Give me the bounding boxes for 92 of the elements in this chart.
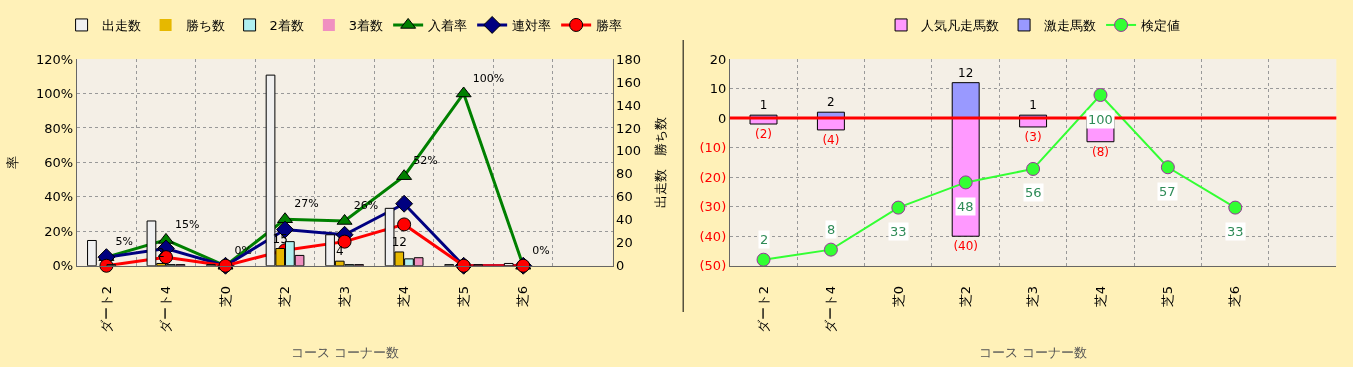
data-label: 15% — [175, 218, 200, 232]
y-tick-label: (20) — [699, 169, 727, 185]
legend-label: 検定値 — [1141, 18, 1181, 34]
data-label: (3) — [1024, 129, 1042, 144]
data-label: 56 — [1025, 185, 1042, 200]
point — [1228, 200, 1243, 215]
data-label: 100% — [472, 71, 505, 85]
point — [455, 86, 472, 98]
x-tick-label: 芝4 — [396, 285, 412, 308]
point — [756, 252, 771, 267]
x-tick-label: 芝3 — [1025, 285, 1041, 308]
x-tick-label: ダート4 — [823, 285, 839, 334]
y-tick-label: (40) — [699, 228, 727, 244]
x-tick-label: 芝2 — [277, 285, 293, 308]
legend-label: 3着数 — [348, 18, 384, 34]
y2-axis-title: 出走数 勝ち数 — [652, 116, 668, 208]
data-label: (8) — [1091, 144, 1109, 159]
y-tick-label: 0% — [52, 258, 74, 274]
x-tick-label: 芝3 — [336, 285, 352, 308]
legend-label: 人気凡走馬数 — [921, 18, 1000, 34]
data-label: 4 — [335, 244, 344, 259]
y-tick-label: 0 — [717, 110, 727, 126]
y2-tick-label: 0 — [616, 258, 625, 274]
x-tick-label: 芝6 — [515, 285, 531, 308]
x-tick-label: 芝0 — [217, 285, 233, 308]
data-label: 2 — [157, 246, 165, 261]
data-label: 0% — [532, 243, 550, 257]
x-tick-label: 芝0 — [890, 285, 906, 308]
y-tick-label: (50) — [699, 258, 727, 274]
point — [397, 217, 412, 232]
y-axis-title: 率 — [4, 155, 20, 169]
point — [1160, 160, 1175, 175]
y-tick-label: 40% — [44, 189, 74, 205]
y2-tick-label: 40 — [616, 212, 633, 228]
data-label: 48 — [957, 199, 974, 214]
data-label: (40) — [953, 239, 979, 254]
legend-label: 勝ち数 — [185, 18, 225, 34]
x-tick-label: 芝5 — [455, 285, 471, 308]
x-tick-label: 芝5 — [1160, 285, 1176, 308]
y2-tick-label: 20 — [616, 235, 633, 251]
data-label: (4) — [822, 132, 840, 147]
data-label: 12 — [958, 65, 974, 80]
y2-tick-label: 180 — [616, 51, 641, 67]
data-label: 8 — [827, 222, 836, 237]
legend-label: 激走馬数 — [1044, 18, 1097, 34]
legend-label: 入着率 — [428, 18, 468, 34]
legend-label: 連対率 — [512, 18, 552, 34]
data-label: 5% — [115, 235, 133, 249]
x-tick-label: 芝6 — [1227, 285, 1243, 308]
point — [823, 242, 838, 257]
y-tick-label: 20 — [709, 51, 727, 67]
y2-tick-label: 160 — [616, 74, 641, 90]
data-label: 33 — [890, 224, 907, 239]
point — [1093, 88, 1108, 102]
bar — [951, 82, 980, 119]
y2-tick-label: 60 — [616, 189, 633, 205]
data-label: 1 — [1029, 98, 1037, 113]
y-tick-label: 80% — [44, 120, 74, 136]
y-tick-label: 120% — [35, 51, 74, 67]
x-tick-label: 芝4 — [1092, 285, 1108, 308]
point — [958, 175, 973, 190]
y-tick-label: 20% — [44, 223, 74, 239]
x-axis-title: コース コーナー数 — [290, 344, 399, 360]
y-tick-label: (30) — [699, 199, 727, 215]
legend-label: 2着数 — [269, 18, 304, 34]
legend-label: 勝率 — [596, 18, 623, 34]
y2-tick-label: 140 — [616, 97, 641, 113]
x-axis-title: コース コーナー数 — [979, 344, 1088, 360]
y-tick-label: 100% — [35, 86, 74, 102]
y2-tick-label: 120 — [616, 120, 641, 136]
y-tick-label: 10 — [709, 81, 727, 97]
x-tick-label: ダート4 — [158, 285, 174, 334]
y2-tick-label: 100 — [616, 143, 641, 159]
x-tick-label: ダート2 — [755, 285, 771, 334]
y-tick-label: (10) — [699, 140, 727, 156]
data-label: 100 — [1088, 112, 1113, 127]
data-label: 2 — [760, 232, 769, 247]
data-label: 2 — [827, 95, 835, 110]
data-label: 1 — [759, 98, 768, 113]
data-label: 27% — [294, 197, 319, 211]
point — [1026, 161, 1041, 176]
data-label: 57 — [1159, 184, 1176, 199]
point — [891, 200, 906, 215]
y2-tick-label: 80 — [616, 166, 633, 182]
legend-label: 出走数 — [101, 18, 141, 34]
data-label: (2) — [755, 127, 773, 142]
data-label: 33 — [1227, 224, 1244, 239]
x-tick-label: 芝2 — [957, 285, 973, 308]
x-tick-label: ダート2 — [98, 285, 114, 334]
y-tick-label: 60% — [44, 154, 74, 170]
point — [336, 213, 353, 225]
point — [395, 194, 414, 213]
